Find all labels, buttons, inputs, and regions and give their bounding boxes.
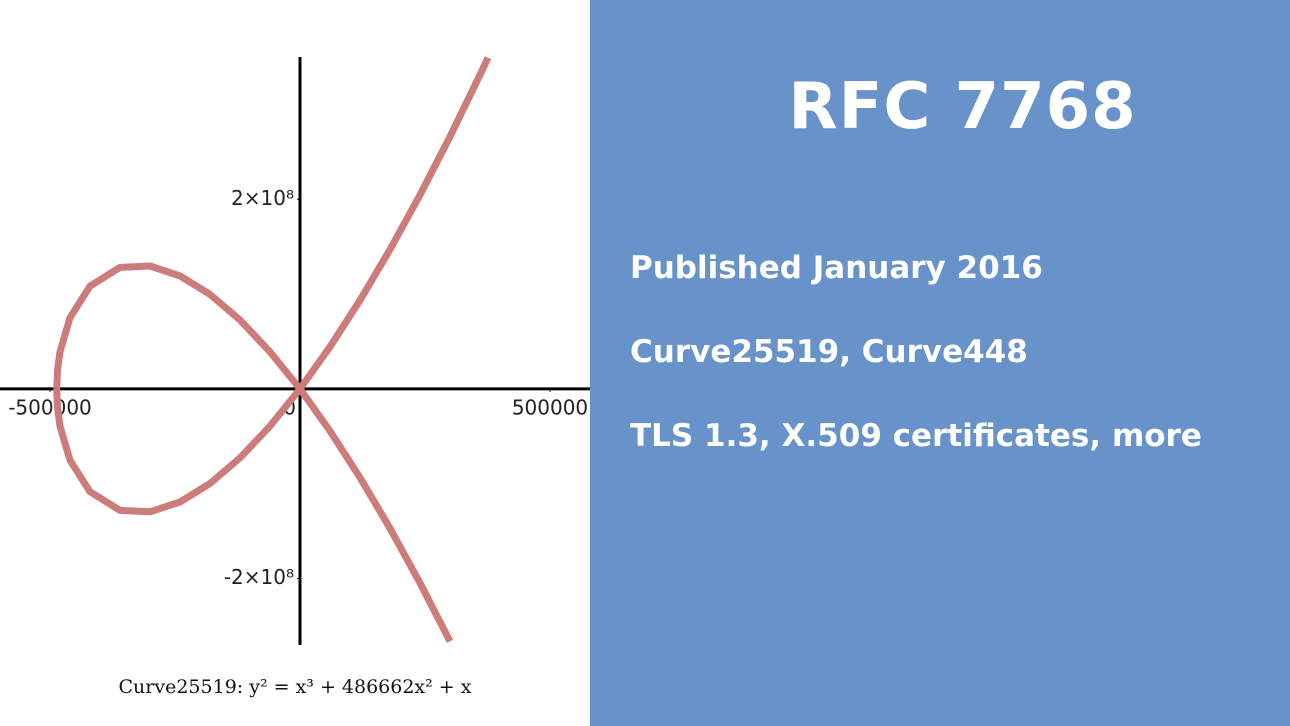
- bullet: Published January 2016: [630, 250, 1043, 286]
- text-panel: RFC 7768 Published January 2016 Curve255…: [590, 0, 1290, 726]
- bullet: TLS 1.3, X.509 certificates, more: [630, 418, 1202, 454]
- x-tick-label: -500000: [8, 395, 92, 419]
- y-tick-label: -2×10⁸: [224, 565, 294, 589]
- bullet: Curve25519, Curve448: [630, 334, 1028, 370]
- x-tick-label: 500000: [512, 395, 588, 419]
- curve: [53, 56, 492, 516]
- plot-panel: -500000 0 500000 -2×10⁸ 2×10⁸ Curve25519: y²…: [0, 0, 590, 726]
- curve: [53, 262, 454, 643]
- slide-title: RFC 7768: [788, 70, 1137, 144]
- y-tick-label: 2×10⁸: [231, 186, 294, 210]
- caption: Curve25519: y² = x³ + 486662x² + x: [118, 676, 472, 698]
